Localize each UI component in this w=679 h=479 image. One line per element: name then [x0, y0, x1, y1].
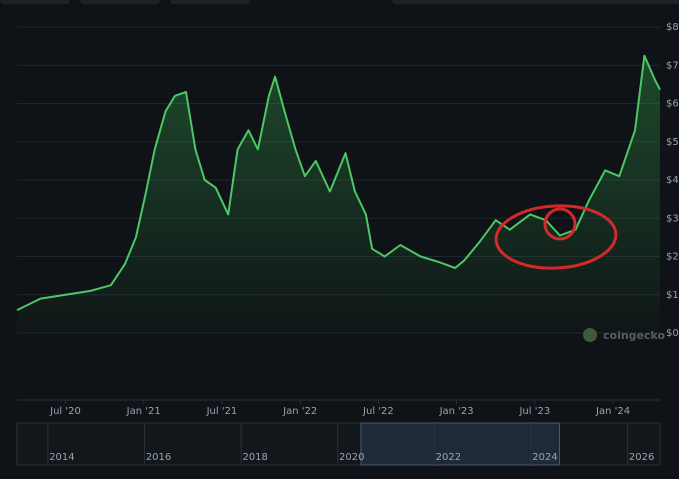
plot: [16, 54, 661, 333]
navigator-tick-label: 2026: [629, 452, 654, 463]
y-tick-label: $20: [666, 252, 679, 263]
watermark: coingecko: [603, 329, 666, 342]
navigator-tick-label: 2014: [49, 452, 74, 463]
navigator-axis: 2014 2016 2018 2020 2022 2024 2026: [47, 422, 654, 466]
x-tick-label: Jul '23: [518, 406, 550, 417]
navigator-tick-label: 2016: [146, 452, 171, 463]
y-tick-label: $70: [666, 60, 679, 71]
y-tick-label: $50: [666, 137, 679, 148]
y-tick-label: $80: [666, 22, 679, 33]
y-tick-label: $30: [666, 213, 679, 224]
toolbar-button[interactable]: [0, 0, 70, 4]
toolbar-button[interactable]: [80, 0, 160, 4]
area: [17, 55, 660, 333]
annotation-circle: [494, 204, 618, 270]
x-tick-label: Jul '22: [362, 406, 394, 417]
line: [16, 54, 661, 311]
navigator-tick-label: 2018: [242, 452, 267, 463]
x-tick-label: Jan '23: [439, 406, 474, 417]
toolbar-button[interactable]: [170, 0, 250, 4]
y-tick-label: $60: [666, 99, 679, 110]
y-tick-label: $10: [666, 290, 679, 301]
annotation-circle: [543, 207, 577, 241]
x-tick-label: Jan '22: [282, 406, 317, 417]
y-tick-label: $40: [666, 175, 679, 186]
x-tick-label: Jan '24: [595, 406, 630, 417]
y-tick-label: $0: [666, 328, 679, 339]
x-tick-label: Jul '20: [49, 406, 81, 417]
navigator-tick-label: 2024: [532, 452, 557, 463]
watermark-logo: [583, 328, 597, 342]
navigator-tick-label: 2022: [436, 452, 461, 463]
navigator-selection: [360, 422, 561, 466]
x-tick-label: Jan '21: [126, 406, 161, 417]
x-tick-label: Jul '21: [206, 406, 238, 417]
navigator-tick-label: 2020: [339, 452, 364, 463]
toolbar-button[interactable]: [392, 0, 679, 4]
